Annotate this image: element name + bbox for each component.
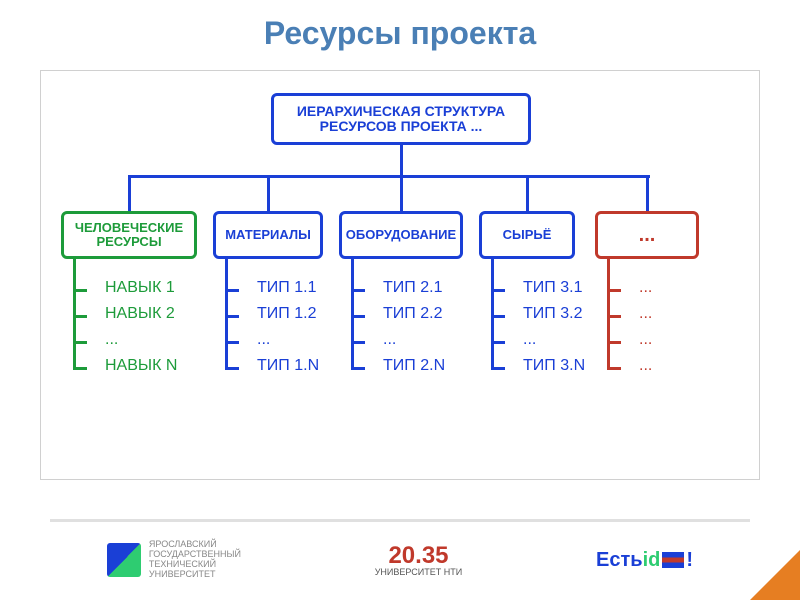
list-item-hr-0: НАВЫК 1 xyxy=(89,279,175,297)
footer-logos: ЯРОСЛАВСКИЙГОСУДАРСТВЕННЫЙТЕХНИЧЕСКИЙУНИ… xyxy=(0,520,800,600)
list-tick-equipment-1 xyxy=(351,315,365,318)
list-tick-equipment-0 xyxy=(351,289,365,292)
list-item-equipment-0: ТИП 2.1 xyxy=(367,279,442,297)
list-tick-hr-1 xyxy=(73,315,87,318)
list-item-hr-3: НАВЫК N xyxy=(89,357,177,375)
logo-2035-main: 20.35 xyxy=(388,542,448,569)
logo-ygtu: ЯРОСЛАВСКИЙГОСУДАРСТВЕННЫЙТЕХНИЧЕСКИЙУНИ… xyxy=(107,540,241,580)
list-item-raw-3: ТИП 3.N xyxy=(507,357,585,375)
list-tick-raw-3 xyxy=(491,367,505,370)
list-tick-equipment-2 xyxy=(351,341,365,344)
list-item-materials-3: ТИП 1.N xyxy=(241,357,319,375)
node-materials: МАТЕРИАЛЫ xyxy=(213,211,323,259)
list-item-raw-2: ... xyxy=(507,331,536,349)
node-more: ... xyxy=(595,211,699,259)
list-item-more-1: ... xyxy=(623,305,652,323)
list-tick-more-3 xyxy=(607,367,621,370)
list-tick-materials-3 xyxy=(225,367,239,370)
list-item-materials-1: ТИП 1.2 xyxy=(241,305,316,323)
logo-estid: Естьid! xyxy=(596,549,693,572)
list-item-equipment-1: ТИП 2.2 xyxy=(367,305,442,323)
list-item-hr-1: НАВЫК 2 xyxy=(89,305,175,323)
list-tick-more-0 xyxy=(607,289,621,292)
list-tick-materials-1 xyxy=(225,315,239,318)
list-item-materials-2: ... xyxy=(241,331,270,349)
list-item-raw-0: ТИП 3.1 xyxy=(507,279,582,297)
list-vbar-raw xyxy=(491,259,494,369)
list-tick-materials-0 xyxy=(225,289,239,292)
node-raw: СЫРЬЁ xyxy=(479,211,575,259)
root-node: ИЕРАРХИЧЕСКАЯ СТРУКТУРА РЕСУРСОВ ПРОЕКТА… xyxy=(271,93,531,145)
list-vbar-materials xyxy=(225,259,228,369)
page-title: Ресурсы проекта xyxy=(0,0,800,52)
list-item-more-3: ... xyxy=(623,357,652,375)
list-item-more-0: ... xyxy=(623,279,652,297)
estid-part2: id xyxy=(643,549,661,571)
list-vbar-more xyxy=(607,259,610,369)
list-vbar-hr xyxy=(73,259,76,369)
ygtu-icon xyxy=(107,543,141,577)
list-item-equipment-3: ТИП 2.N xyxy=(367,357,445,375)
logo-2035-sub: УНИВЕРСИТЕТ НТИ xyxy=(375,568,463,577)
list-tick-raw-0 xyxy=(491,289,505,292)
list-tick-hr-0 xyxy=(73,289,87,292)
list-tick-materials-2 xyxy=(225,341,239,344)
estid-part1: Есть xyxy=(596,549,643,571)
ygtu-text: ЯРОСЛАВСКИЙГОСУДАРСТВЕННЫЙТЕХНИЧЕСКИЙУНИ… xyxy=(149,540,241,580)
list-tick-equipment-3 xyxy=(351,367,365,370)
node-hr: ЧЕЛОВЕЧЕСКИЕ РЕСУРСЫ xyxy=(61,211,197,259)
list-tick-hr-2 xyxy=(73,341,87,344)
list-vbar-equipment xyxy=(351,259,354,369)
node-equipment: ОБОРУДОВАНИЕ xyxy=(339,211,463,259)
corner-decoration xyxy=(750,550,800,600)
list-tick-hr-3 xyxy=(73,367,87,370)
list-item-raw-1: ТИП 3.2 xyxy=(507,305,582,323)
list-tick-raw-2 xyxy=(491,341,505,344)
list-item-hr-2: ... xyxy=(89,331,118,349)
list-tick-more-2 xyxy=(607,341,621,344)
list-item-materials-0: ТИП 1.1 xyxy=(241,279,316,297)
list-tick-raw-1 xyxy=(491,315,505,318)
estid-part3: ! xyxy=(686,549,693,571)
list-tick-more-1 xyxy=(607,315,621,318)
hierarchy-diagram: ИЕРАРХИЧЕСКАЯ СТРУКТУРА РЕСУРСОВ ПРОЕКТА… xyxy=(40,70,760,480)
estid-bar-icon xyxy=(662,552,684,568)
logo-2035: 20.35 УНИВЕРСИТЕТ НТИ xyxy=(375,544,463,577)
list-item-more-2: ... xyxy=(623,331,652,349)
list-item-equipment-2: ... xyxy=(367,331,396,349)
